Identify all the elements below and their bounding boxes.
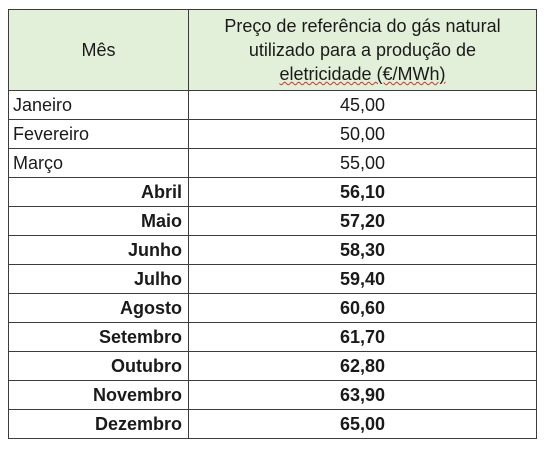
price-cell: 55,00 — [188, 148, 537, 178]
table-row: Outubro 62,80 — [8, 351, 537, 381]
month-cell: Julho — [8, 264, 189, 294]
month-cell: Novembro — [8, 380, 189, 410]
table-row: Fevereiro 50,00 — [8, 119, 537, 149]
header-price-line-2: utilizado para a produção de — [248, 40, 477, 60]
price-cell: 57,20 — [188, 206, 537, 236]
month-cell: Março — [8, 148, 189, 178]
price-cell: 61,70 — [188, 322, 537, 352]
document-page: Mês Preço de referência do gás natural u… — [8, 9, 537, 439]
table-row: Setembro 61,70 — [8, 322, 537, 352]
header-month: Mês — [8, 9, 189, 91]
table-header-row: Mês Preço de referência do gás natural u… — [8, 9, 537, 91]
price-cell: 50,00 — [188, 119, 537, 149]
price-cell: 60,60 — [188, 293, 537, 323]
month-cell: Dezembro — [8, 409, 189, 439]
table-row: Agosto 60,60 — [8, 293, 537, 323]
table-row: Junho 58,30 — [8, 235, 537, 265]
month-cell: Fevereiro — [8, 119, 189, 149]
price-cell: 56,10 — [188, 177, 537, 207]
table-row: Novembro 63,90 — [8, 380, 537, 410]
month-cell: Outubro — [8, 351, 189, 381]
price-cell: 65,00 — [188, 409, 537, 439]
price-cell: 45,00 — [188, 90, 537, 120]
header-price-line-1: Preço de referência do gás natural — [224, 16, 501, 36]
price-cell: 63,90 — [188, 380, 537, 410]
table-row: Julho 59,40 — [8, 264, 537, 294]
header-price: Preço de referência do gás natural utili… — [188, 9, 537, 91]
month-cell: Abril — [8, 177, 189, 207]
price-cell: 59,40 — [188, 264, 537, 294]
price-cell: 58,30 — [188, 235, 537, 265]
table-row: Março 55,00 — [8, 148, 537, 178]
table-row: Dezembro 65,00 — [8, 409, 537, 439]
month-cell: Junho — [8, 235, 189, 265]
header-price-line-3: eletricidade (€/MWh) — [279, 64, 446, 84]
gas-price-table: Mês Preço de referência do gás natural u… — [8, 9, 537, 439]
table-row: Janeiro 45,00 — [8, 90, 537, 120]
price-cell: 62,80 — [188, 351, 537, 381]
table-row: Maio 57,20 — [8, 206, 537, 236]
month-cell: Maio — [8, 206, 189, 236]
month-cell: Agosto — [8, 293, 189, 323]
month-cell: Janeiro — [8, 90, 189, 120]
table-row: Abril 56,10 — [8, 177, 537, 207]
month-cell: Setembro — [8, 322, 189, 352]
